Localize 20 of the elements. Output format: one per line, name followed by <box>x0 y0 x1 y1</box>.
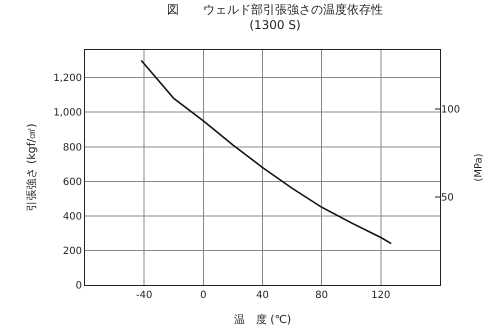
chart-subtitle: (1300 S) <box>249 18 301 32</box>
x-axis-title: 温 度 (℃) <box>234 313 292 326</box>
x-tick-label: -40 <box>136 290 152 301</box>
y-tick-label: 0 <box>76 280 82 292</box>
chart-title: 図 ウェルド部引張強さの温度依存性 <box>167 2 383 16</box>
y-tick-label: 600 <box>62 176 82 188</box>
y-tick-label: 1,000 <box>53 108 82 119</box>
y-tick-label: 400 <box>62 211 82 222</box>
x-tick-label: 120 <box>371 290 390 301</box>
line-series <box>140 60 392 244</box>
y-axis-title: 引張強さ (kgf/㎠) <box>25 123 38 212</box>
y2-tick-label: 50 <box>441 192 454 204</box>
x-tick-label: 40 <box>256 290 269 301</box>
y2-axis-title: (MPa) <box>474 153 485 182</box>
y-tick-label: 800 <box>62 142 82 154</box>
y2-tick-label: 100 <box>441 104 460 116</box>
y-tick-label: 200 <box>62 246 82 257</box>
y-tick-label: 1,200 <box>53 73 82 84</box>
x-tick-label: 0 <box>200 290 207 301</box>
x-tick-label: 80 <box>315 290 328 301</box>
